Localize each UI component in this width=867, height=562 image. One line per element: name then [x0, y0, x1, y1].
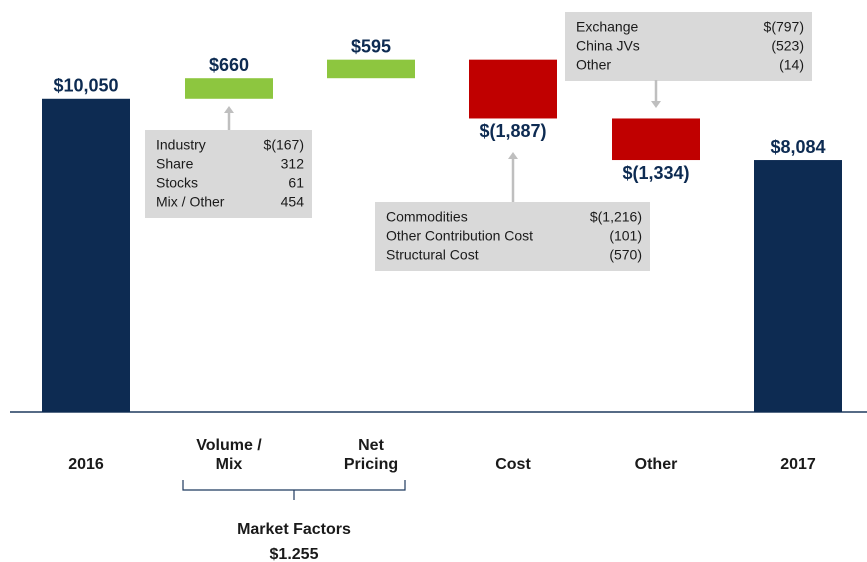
callout-value: 61 — [288, 175, 304, 191]
value-label: $(1,887) — [479, 121, 546, 141]
group-label: Market Factors — [237, 521, 351, 538]
callout-value: (523) — [771, 38, 804, 54]
callout-label: Other — [576, 57, 611, 73]
callout-value: (570) — [609, 247, 642, 263]
callout-label: Structural Cost — [386, 247, 479, 263]
value-label: $595 — [351, 36, 391, 56]
callout-arrowhead — [508, 152, 518, 159]
callout-label: Other Contribution Cost — [386, 228, 533, 244]
category-label: Other — [634, 456, 678, 473]
category-label: Volume / Mix — [196, 437, 262, 473]
bar — [185, 78, 273, 99]
bar — [612, 118, 700, 161]
group-bracket — [182, 480, 406, 500]
callout-label: Share — [156, 156, 194, 172]
value-label: $(1,334) — [622, 163, 689, 183]
callout-value: (14) — [779, 57, 804, 73]
bar — [327, 59, 415, 79]
callout-box — [565, 12, 812, 81]
bar — [42, 98, 130, 413]
value-label: $660 — [209, 55, 249, 75]
callout-label: Stocks — [156, 175, 198, 191]
callout-label: China JVs — [576, 38, 640, 54]
bar — [754, 160, 842, 412]
category-label: 2016 — [68, 456, 104, 473]
callout-arrowhead — [651, 101, 661, 108]
callout-value: $(1,216) — [590, 209, 642, 225]
callout-value: 454 — [281, 194, 305, 210]
category-label: Cost — [495, 456, 531, 473]
callout-label: Mix / Other — [156, 194, 225, 210]
category-label: Net Pricing — [343, 437, 399, 473]
value-label: $8,084 — [770, 137, 825, 157]
callout-value: $(797) — [764, 19, 804, 35]
value-label: $10,050 — [53, 76, 118, 96]
group-value: $1.255 — [270, 546, 319, 562]
callout-value: 312 — [281, 156, 305, 172]
callout-value: $(167) — [264, 137, 304, 153]
callout-label: Exchange — [576, 19, 638, 35]
callout-value: (101) — [609, 228, 642, 244]
bar — [469, 59, 557, 119]
callout-label: Commodities — [386, 209, 468, 225]
callout-label: Industry — [156, 137, 206, 153]
callout-arrowhead — [224, 106, 234, 113]
callout-box — [145, 130, 312, 218]
callout-box — [375, 202, 650, 271]
category-label: 2017 — [780, 456, 816, 473]
